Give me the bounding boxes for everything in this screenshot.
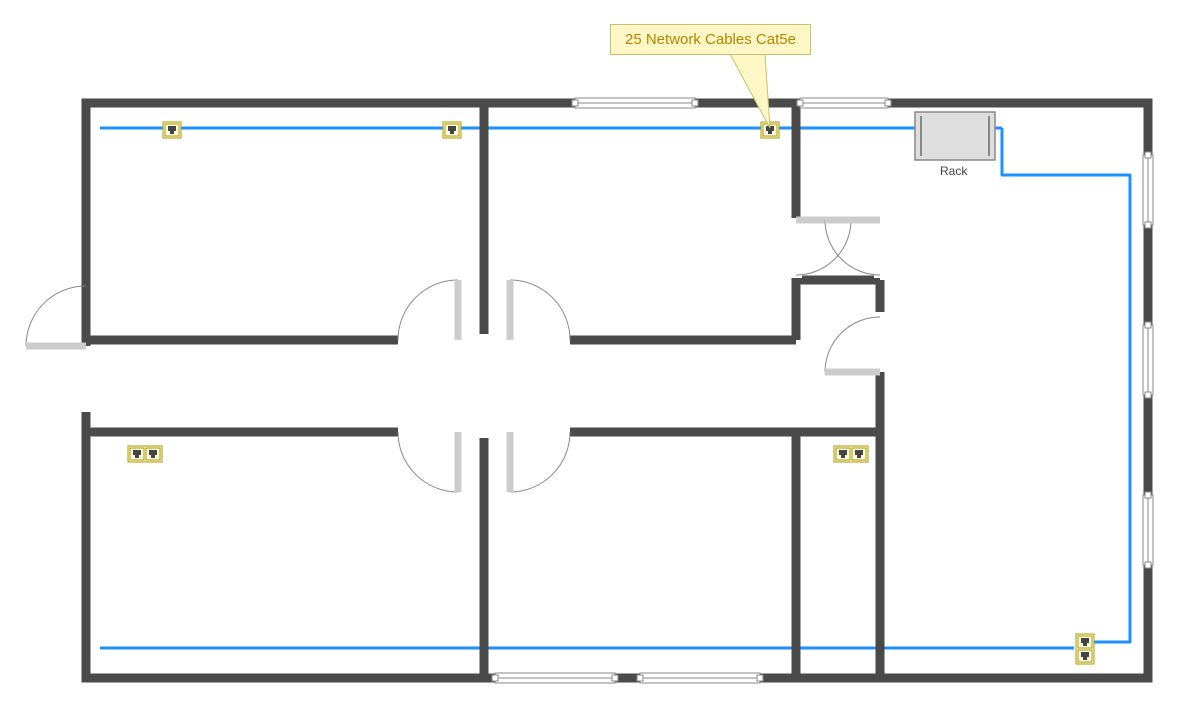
callout-text: 25 Network Cables Cat5e xyxy=(625,31,796,48)
door-arc xyxy=(26,286,86,346)
rack-label: Rack xyxy=(940,164,967,178)
door-arc xyxy=(796,220,851,275)
network-cable xyxy=(1002,128,1130,642)
network-jack-icon xyxy=(834,446,868,462)
door-arc xyxy=(825,317,880,372)
network-jack-icon xyxy=(163,122,181,138)
door-arc xyxy=(398,432,458,492)
door-arc xyxy=(510,432,570,492)
outer-wall xyxy=(86,103,1148,678)
cable-layer xyxy=(100,128,1130,648)
rack xyxy=(915,112,995,160)
network-jack-icon xyxy=(128,446,162,462)
door-arc xyxy=(510,280,570,340)
callout-box: 25 Network Cables Cat5e xyxy=(610,24,811,55)
floorplan-svg xyxy=(0,0,1202,723)
door-arc xyxy=(398,280,458,340)
floorplan-canvas: 25 Network Cables Cat5e Rack xyxy=(0,0,1202,723)
door-arc xyxy=(825,220,880,275)
callout-tail xyxy=(730,54,770,128)
network-jack-icon xyxy=(443,122,461,138)
network-jack-icon xyxy=(1076,634,1094,664)
